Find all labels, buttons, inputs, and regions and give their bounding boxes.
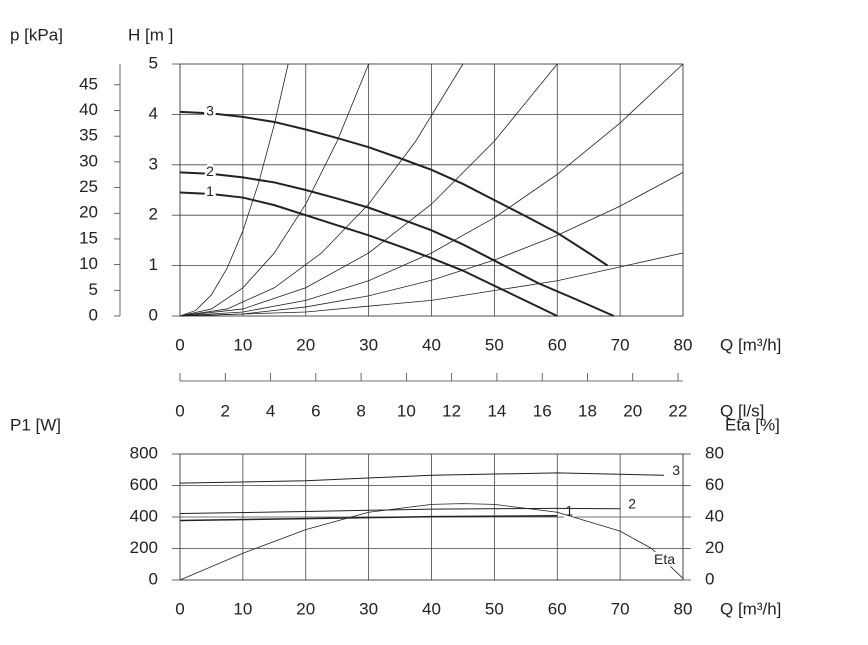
series-line	[179, 63, 289, 317]
series-line	[179, 63, 684, 317]
y-tick-label: 1	[149, 255, 158, 274]
x-tick-label: 16	[533, 401, 552, 420]
y2-tick-label: 40	[705, 506, 724, 525]
x-tick-label: 20	[623, 401, 642, 420]
x-tick-label: 2	[221, 401, 230, 420]
x-tick-label: 40	[422, 335, 441, 354]
y2-tick-label: 20	[79, 203, 98, 222]
x-tick-label: 40	[422, 599, 441, 618]
series-line	[179, 514, 558, 522]
y2-tick-label: 60	[705, 475, 724, 494]
y-axis-label: H [m ]	[128, 25, 173, 44]
x-tick-label: 12	[442, 401, 461, 420]
y-tick-label: 0	[149, 305, 158, 324]
series-line	[179, 171, 615, 317]
series-line	[179, 172, 684, 317]
curve-label: 3	[672, 462, 680, 478]
x-tick-label: 0	[175, 335, 184, 354]
x-tick-label: 50	[485, 335, 504, 354]
x-tick-label: 4	[266, 401, 275, 420]
y2-tick-label: 25	[79, 177, 98, 196]
x-tick-label: 0	[175, 599, 184, 618]
x-tick-label: 20	[296, 599, 315, 618]
x-tick-label: 30	[359, 599, 378, 618]
x-tick-label: 60	[548, 335, 567, 354]
series-line	[179, 507, 621, 515]
x-tick-label: 10	[233, 599, 252, 618]
x-tick-label: 8	[356, 401, 365, 420]
curve-label: 1	[565, 502, 573, 518]
y-tick-label: 2	[149, 205, 158, 224]
y-tick-label: 4	[149, 104, 158, 123]
x-axis-label: Q [m³/h]	[720, 335, 781, 354]
y2-tick-label: 45	[79, 74, 98, 93]
x-tick-label: 0	[175, 401, 184, 420]
y2-tick-label: 80	[705, 443, 724, 462]
y-tick-label: 400	[130, 506, 158, 525]
x-tick-label: 50	[485, 599, 504, 618]
series-line	[179, 503, 684, 581]
series-line	[179, 63, 369, 317]
y-tick-label: 600	[130, 475, 158, 494]
curve-label: 3	[206, 103, 214, 119]
x-tick-label: 14	[487, 401, 506, 420]
x-tick-label: 70	[611, 335, 630, 354]
y-tick-label: 200	[130, 538, 158, 557]
curve-label: Eta	[654, 551, 675, 567]
curve-label: 2	[206, 163, 214, 179]
x-axis-label: Q [m³/h]	[720, 599, 781, 618]
x-tick-label: 30	[359, 335, 378, 354]
x-tick-label: 18	[578, 401, 597, 420]
y-tick-label: 0	[149, 569, 158, 588]
x-axis-label: Q [l/s]	[720, 401, 764, 420]
series-line	[179, 252, 684, 317]
y2-axis-label: Eta [%]	[725, 415, 780, 434]
x-tick-label: 6	[311, 401, 320, 420]
x-tick-label: 70	[611, 599, 630, 618]
y2-tick-label: 40	[79, 100, 98, 119]
y2-tick-label: 10	[79, 254, 98, 273]
x-tick-label: 10	[397, 401, 416, 420]
x-tick-label: 20	[296, 335, 315, 354]
y-tick-label: 5	[149, 53, 158, 72]
series-line	[179, 110, 609, 267]
series-line	[179, 191, 558, 317]
y-tick-label: 3	[149, 154, 158, 173]
y2-tick-label: 15	[79, 228, 98, 247]
y2-tick-label: 0	[89, 305, 98, 324]
y2-tick-label: 5	[89, 280, 98, 299]
series-line	[179, 63, 558, 317]
x-tick-label: 22	[669, 401, 688, 420]
y2-tick-label: 20	[705, 538, 724, 557]
series-line	[179, 472, 665, 484]
y-tick-label: 800	[130, 443, 158, 462]
y2-axis-label: p [kPa]	[10, 25, 63, 44]
y-axis-label: P1 [W]	[10, 415, 61, 434]
curve-label: 1	[206, 183, 214, 199]
curve-label: 2	[628, 496, 636, 512]
y2-tick-label: 30	[79, 151, 98, 170]
x-tick-label: 80	[674, 335, 693, 354]
y2-tick-label: 0	[705, 569, 714, 588]
x-tick-label: 80	[674, 599, 693, 618]
x-tick-label: 60	[548, 599, 567, 618]
x-tick-label: 10	[233, 335, 252, 354]
series-line	[179, 63, 464, 317]
y2-tick-label: 35	[79, 126, 98, 145]
